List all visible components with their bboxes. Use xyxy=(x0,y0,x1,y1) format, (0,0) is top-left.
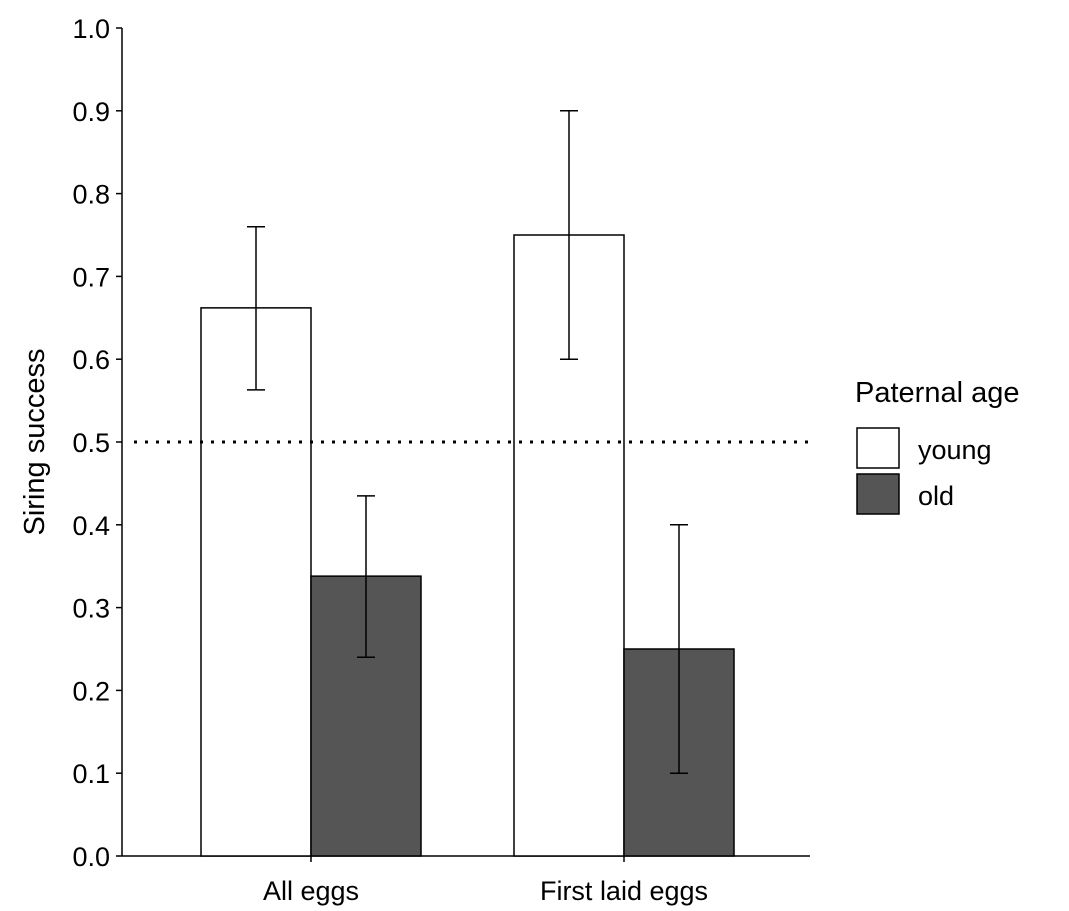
y-tick-label: 0.9 xyxy=(72,97,110,127)
y-tick-label: 0.0 xyxy=(72,842,110,872)
y-tick-label: 0.2 xyxy=(72,676,110,706)
y-tick-label: 1.0 xyxy=(72,14,110,44)
legend-label-old: old xyxy=(918,481,954,511)
legend-swatch-old xyxy=(856,473,900,515)
y-tick-label: 0.5 xyxy=(72,428,110,458)
legend-label-young: young xyxy=(918,435,992,465)
x-tick-label: All eggs xyxy=(263,876,359,906)
y-tick-label: 0.1 xyxy=(72,759,110,789)
y-axis-title: Siring success xyxy=(19,349,51,536)
y-tick-label: 0.6 xyxy=(72,345,110,375)
error-bars xyxy=(247,110,688,774)
legend-swatch-young xyxy=(856,427,900,469)
y-tick-label: 0.4 xyxy=(72,511,110,541)
y-axis: Siring success 0.0 0.1 0.2 0.3 0.4 0.5 0.6 0.7 0… xyxy=(19,14,123,872)
legend: Paternal age young old xyxy=(855,377,1019,515)
y-tick-label: 0.3 xyxy=(72,594,110,624)
bar-young-1 xyxy=(200,307,312,857)
legend-title: Paternal age xyxy=(855,377,1019,409)
y-tick-label: 0.7 xyxy=(72,262,110,292)
x-tick-label: First laid eggs xyxy=(540,876,708,906)
y-tick-label: 0.8 xyxy=(72,180,110,210)
bars xyxy=(200,234,735,857)
x-axis: All eggs First laid eggs xyxy=(122,855,810,906)
